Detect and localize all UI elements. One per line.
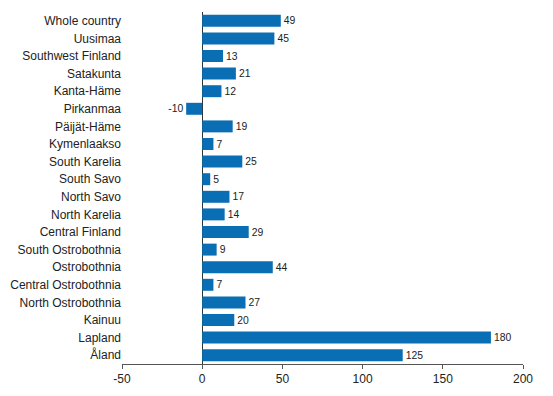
- svg-text:9: 9: [220, 244, 226, 255]
- svg-text:100: 100: [353, 372, 373, 386]
- svg-text:150: 150: [433, 372, 453, 386]
- svg-text:5: 5: [213, 174, 219, 185]
- svg-text:45: 45: [277, 33, 289, 44]
- svg-text:South Ostrobothnia: South Ostrobothnia: [18, 243, 122, 257]
- svg-text:7: 7: [216, 279, 222, 290]
- svg-text:7: 7: [216, 139, 222, 150]
- svg-text:19: 19: [236, 121, 248, 132]
- svg-text:200: 200: [513, 372, 533, 386]
- svg-text:Ostrobothnia: Ostrobothnia: [52, 260, 121, 274]
- svg-text:125: 125: [406, 350, 424, 361]
- svg-text:Åland: Åland: [90, 347, 121, 362]
- svg-text:North Ostrobothnia: North Ostrobothnia: [20, 296, 122, 310]
- svg-text:Satakunta: Satakunta: [67, 67, 121, 81]
- svg-text:North Karelia: North Karelia: [51, 208, 121, 222]
- svg-text:North Savo: North Savo: [61, 190, 121, 204]
- svg-text:-50: -50: [113, 372, 131, 386]
- svg-text:Uusimaa: Uusimaa: [74, 32, 122, 46]
- svg-text:Whole country: Whole country: [44, 14, 121, 28]
- svg-text:12: 12: [224, 86, 236, 97]
- svg-text:44: 44: [276, 262, 288, 273]
- svg-text:Kymenlaakso: Kymenlaakso: [49, 137, 121, 151]
- svg-text:14: 14: [228, 209, 240, 220]
- svg-text:50: 50: [276, 372, 290, 386]
- svg-text:180: 180: [494, 332, 512, 343]
- svg-text:0: 0: [199, 372, 206, 386]
- svg-text:Kainuu: Kainuu: [84, 313, 121, 327]
- svg-text:-10: -10: [168, 103, 183, 114]
- svg-text:49: 49: [284, 15, 296, 26]
- svg-text:South Karelia: South Karelia: [49, 155, 121, 169]
- svg-text:29: 29: [252, 227, 264, 238]
- svg-text:Pirkanmaa: Pirkanmaa: [64, 102, 122, 116]
- svg-text:Kanta-Häme: Kanta-Häme: [54, 84, 122, 98]
- svg-text:Central Finland: Central Finland: [40, 225, 121, 239]
- svg-text:Southwest Finland: Southwest Finland: [22, 49, 121, 63]
- svg-text:Päijät-Häme: Päijät-Häme: [55, 120, 121, 134]
- svg-text:17: 17: [232, 191, 244, 202]
- svg-text:25: 25: [245, 156, 257, 167]
- svg-text:Central Ostrobothnia: Central Ostrobothnia: [10, 278, 121, 292]
- svg-text:13: 13: [226, 51, 238, 62]
- svg-text:27: 27: [249, 297, 261, 308]
- svg-text:South Savo: South Savo: [59, 172, 121, 186]
- svg-text:Lapland: Lapland: [78, 331, 121, 345]
- svg-text:21: 21: [239, 68, 251, 79]
- svg-text:20: 20: [237, 315, 249, 326]
